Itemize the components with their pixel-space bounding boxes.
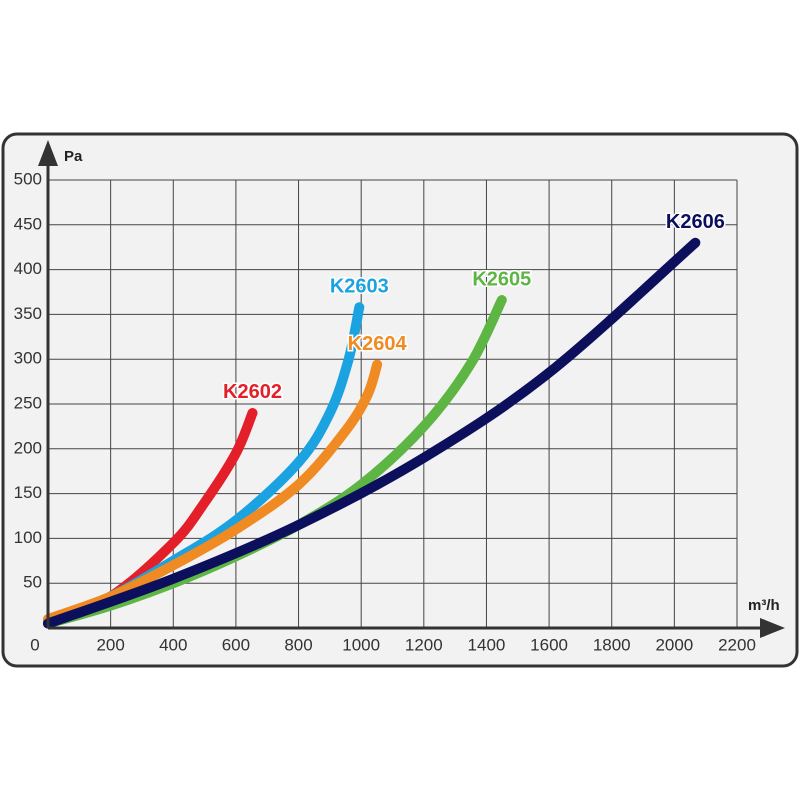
x-tick-label: 800: [284, 635, 312, 654]
y-axis-label: Pa: [64, 148, 83, 165]
x-tick-label: 1000: [342, 635, 380, 654]
series-line: [43, 237, 701, 629]
curves: [43, 237, 701, 629]
series-label: K2605: [472, 268, 531, 290]
y-tick-label: 50: [23, 573, 42, 592]
series-label: K2604: [348, 333, 408, 355]
x-tick-label: 1400: [468, 635, 506, 654]
x-tick-label: 1800: [593, 635, 631, 654]
y-axis-arrow: [38, 140, 58, 166]
y-tick-label: 300: [14, 349, 42, 368]
y-tick-label: 450: [14, 214, 42, 233]
x-tick-label: 1600: [530, 635, 568, 654]
x-tick-label: 400: [159, 635, 187, 654]
series-label: K2603: [330, 276, 389, 298]
series-label: K2606: [666, 211, 725, 233]
y-tick-label: 500: [14, 169, 42, 188]
y-tick-label: 100: [14, 528, 42, 547]
x-tick-label: 1200: [405, 635, 443, 654]
series-label: K2602: [223, 381, 282, 403]
x-axis-label: m³/h: [748, 597, 780, 614]
x-tick-label: 2000: [655, 635, 693, 654]
y-tick-label: 200: [14, 438, 42, 457]
x-tick-label: 2200: [718, 635, 756, 654]
x-axis-arrow: [760, 618, 785, 638]
y-tick-label: 150: [14, 483, 42, 502]
y-tick-label: 400: [14, 259, 42, 278]
series-line: [43, 359, 383, 625]
chart-frame: [1, 132, 799, 668]
y-tick-label: 250: [14, 393, 42, 412]
x-tick-label: 200: [96, 635, 124, 654]
x-tick-label: 0: [30, 635, 39, 654]
y-tick-label: 350: [14, 304, 42, 323]
x-tick-label: 600: [222, 635, 250, 654]
